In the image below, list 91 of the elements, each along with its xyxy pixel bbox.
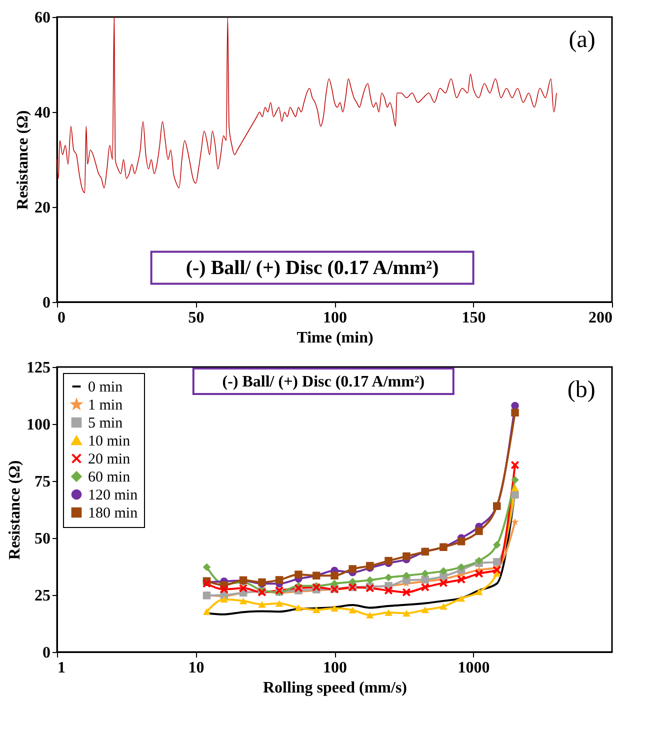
x-tick-label: 50 <box>188 310 204 326</box>
point <box>384 574 392 582</box>
y-tick-label: 60 <box>34 10 50 26</box>
point <box>475 556 483 565</box>
point <box>475 527 483 536</box>
point <box>420 582 430 592</box>
x-tick-label: 100 <box>323 310 347 326</box>
point <box>402 552 410 560</box>
point <box>511 476 519 484</box>
point <box>348 578 356 586</box>
point <box>456 575 466 584</box>
x-tick-label: 100 <box>323 660 347 676</box>
point <box>384 586 393 595</box>
point <box>384 556 392 565</box>
point <box>511 490 519 499</box>
y-axis-title: Resistance (Ω) <box>14 110 32 210</box>
point <box>220 584 228 594</box>
point <box>294 570 302 578</box>
point <box>402 610 410 617</box>
x-tick-label: 0 <box>58 310 66 326</box>
y-tick-label: 125 <box>26 360 50 376</box>
line-series <box>56 16 557 194</box>
point <box>457 595 466 602</box>
point <box>202 608 211 615</box>
point <box>510 460 520 470</box>
legend-label: 10 min <box>88 434 131 450</box>
point <box>421 606 430 614</box>
point <box>258 600 266 608</box>
point <box>366 612 374 618</box>
point <box>384 609 392 616</box>
point <box>493 558 501 566</box>
point <box>492 566 502 574</box>
point <box>294 604 302 612</box>
legend-label: 120 min <box>88 488 138 504</box>
point <box>348 565 356 573</box>
y-tick-label: 0 <box>42 644 50 662</box>
point <box>202 563 211 572</box>
point <box>330 572 338 580</box>
point <box>402 588 411 597</box>
y-tick-label: 50 <box>34 530 50 548</box>
point <box>275 600 284 607</box>
point <box>330 580 338 588</box>
point <box>239 598 248 604</box>
point <box>440 567 448 575</box>
point <box>511 484 519 492</box>
annotation: (-) Ball/ (+) Disc (0.17 A/mm²) <box>222 373 425 390</box>
point <box>511 408 519 416</box>
x-tick-label: 1 <box>58 660 66 676</box>
legend-label: 60 min <box>88 470 131 486</box>
annotation: (b) <box>567 376 596 403</box>
legend-label: 20 min <box>88 452 131 468</box>
y-tick-label: 75 <box>34 474 50 490</box>
point <box>475 588 483 596</box>
x-tick-label: 150 <box>462 310 486 326</box>
point <box>493 540 501 549</box>
x-axis-title: Rolling speed (mm/s) <box>263 680 407 696</box>
point <box>238 584 248 593</box>
point <box>457 538 466 546</box>
legend-label: 5 min <box>88 416 124 432</box>
point <box>366 562 374 570</box>
point <box>402 572 410 580</box>
point <box>330 604 338 612</box>
point <box>348 606 356 614</box>
point <box>474 569 484 578</box>
y-tick-label: 0 <box>42 294 50 312</box>
point <box>439 578 448 588</box>
x-tick-label: 10 <box>188 660 204 676</box>
y-tick-label: 20 <box>34 200 50 216</box>
point <box>440 603 448 610</box>
y-tick-label: 100 <box>26 416 50 434</box>
point <box>294 584 303 593</box>
x-tick-label: 200 <box>588 310 612 326</box>
annotation: (a) <box>568 26 596 53</box>
point <box>275 576 284 584</box>
annotation: (-) Ball/ (+) Disc (0.17 A/mm²) <box>186 256 439 279</box>
point <box>366 576 374 584</box>
x-axis-title: Time (min) <box>296 330 374 346</box>
legend-label: 1 min <box>88 398 124 414</box>
point <box>421 570 430 578</box>
x-tick-label: 1000 <box>458 660 490 676</box>
y-axis-title: Resistance (Ω) <box>6 460 24 560</box>
legend-label: 0 min <box>88 380 124 396</box>
y-tick-label: 40 <box>34 104 50 122</box>
legend-label: 180 min <box>88 506 138 522</box>
point <box>511 402 519 410</box>
point <box>220 596 228 603</box>
y-tick-label: 25 <box>34 588 50 604</box>
point <box>511 518 519 526</box>
point <box>312 606 320 614</box>
point <box>457 563 466 572</box>
point <box>366 584 374 593</box>
